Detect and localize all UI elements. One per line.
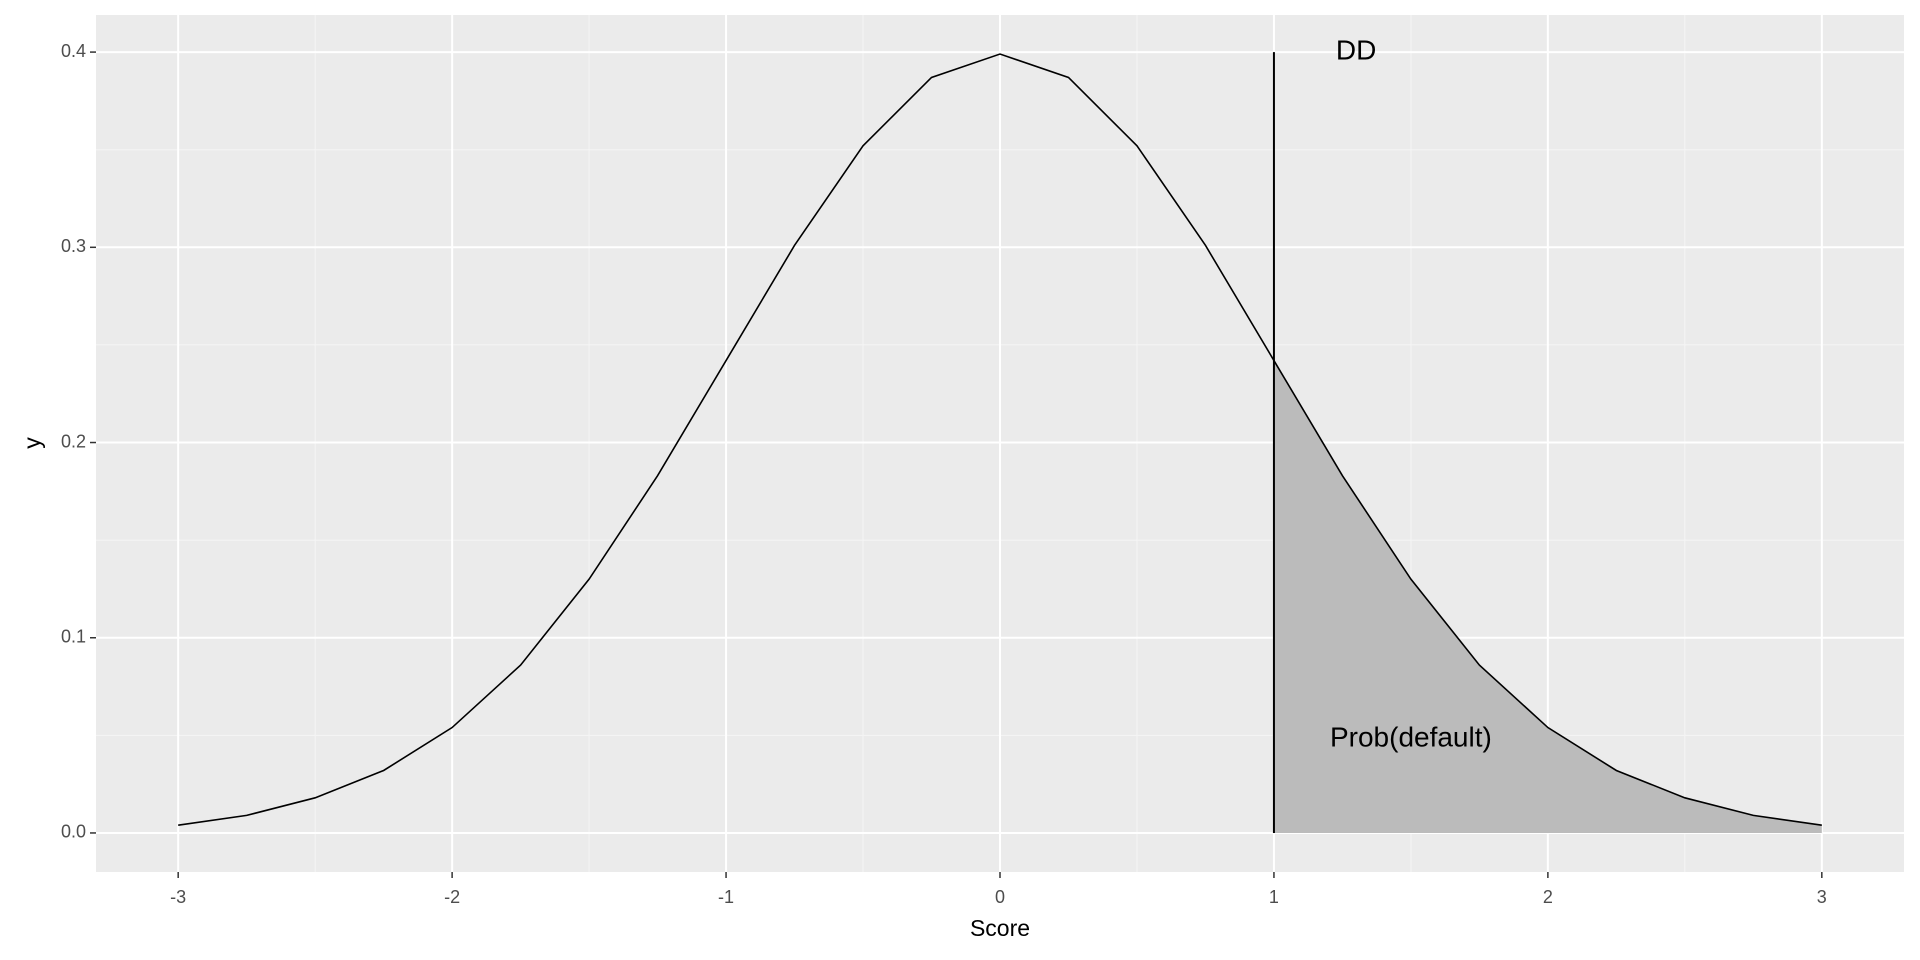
x-tick-label: -3 (170, 887, 186, 907)
y-tick-label: 0.3 (61, 236, 86, 256)
y-tick-label: 0.1 (61, 626, 86, 646)
x-axis-title: Score (970, 915, 1030, 941)
curve (178, 53, 1822, 826)
y-axis-title: y (19, 437, 45, 449)
annotation: Prob(default) (1330, 722, 1492, 753)
x-tick-label: 3 (1817, 887, 1827, 907)
x-tick-label: -2 (444, 887, 460, 907)
x-tick-label: 1 (1269, 887, 1279, 907)
y-tick-label: 0.0 (61, 822, 86, 842)
x-tick-label: 2 (1543, 887, 1553, 907)
x-tick-label: 0 (995, 887, 1005, 907)
area (1273, 360, 1822, 833)
y-tick-label: 0.4 (61, 41, 86, 61)
x-tick-label: -1 (718, 887, 734, 907)
y-tick-label: 0.2 (61, 431, 86, 451)
annotation: DD (1336, 34, 1376, 65)
